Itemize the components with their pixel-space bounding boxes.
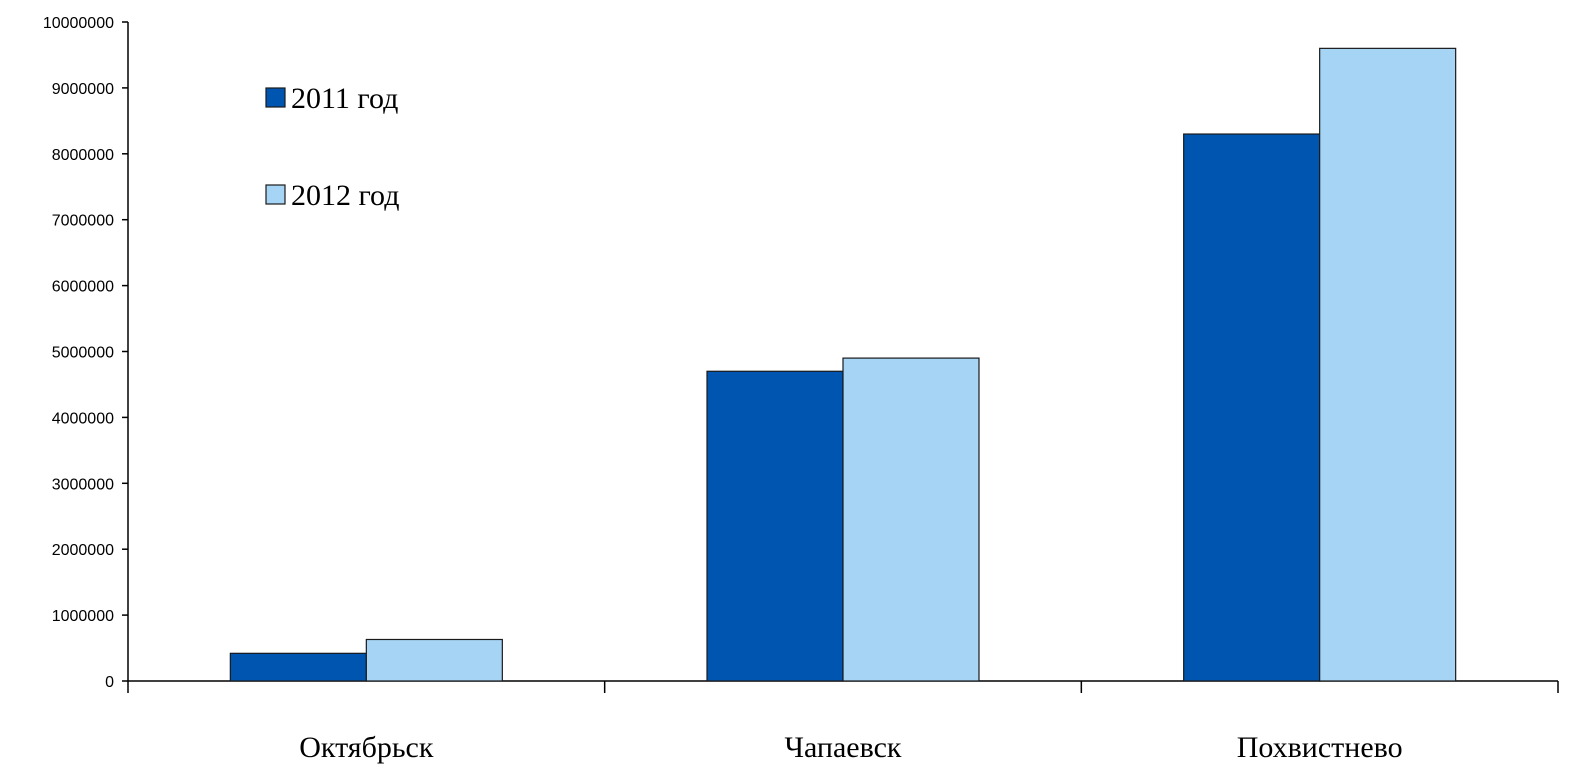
- bars: [229, 47, 1457, 682]
- y-tick-label: 2000000: [52, 542, 114, 559]
- bar-1-1: [229, 652, 367, 682]
- bar-1-2: [706, 370, 844, 682]
- y-tick-label: 10000000: [43, 15, 114, 32]
- y-tick-label: 8000000: [52, 147, 114, 164]
- y-tick-label: 1000000: [52, 608, 114, 625]
- category-label: Чапаевск: [785, 731, 902, 764]
- y-axis: 0 1000000 2000000 3000000 4000000 5000000 6000…: [43, 15, 129, 691]
- legend: 2011 год 2012 год: [265, 82, 399, 212]
- y-tick-label: 4000000: [52, 410, 114, 427]
- y-tick-label: 0: [105, 674, 114, 691]
- bar-1-3: [1183, 133, 1321, 682]
- legend-swatch: [265, 184, 286, 205]
- category-label: Октябрьск: [299, 731, 434, 764]
- y-tick-label: 7000000: [52, 213, 114, 230]
- category-label: Похвистнево: [1237, 731, 1403, 764]
- y-tick-label: 3000000: [52, 476, 114, 493]
- legend-label: 2011 год: [291, 82, 398, 115]
- bar-2-1: [365, 638, 503, 682]
- bar-2-2: [842, 357, 980, 682]
- y-tick-label: 9000000: [52, 81, 114, 98]
- legend-label: 2012 год: [291, 179, 399, 212]
- x-axis: Октябрьск Чапаевск Похвистнево: [127, 680, 1559, 764]
- bar-2-3: [1319, 47, 1457, 682]
- y-tick-label: 6000000: [52, 279, 114, 296]
- legend-swatch: [265, 87, 286, 108]
- y-tick-label: 5000000: [52, 345, 114, 362]
